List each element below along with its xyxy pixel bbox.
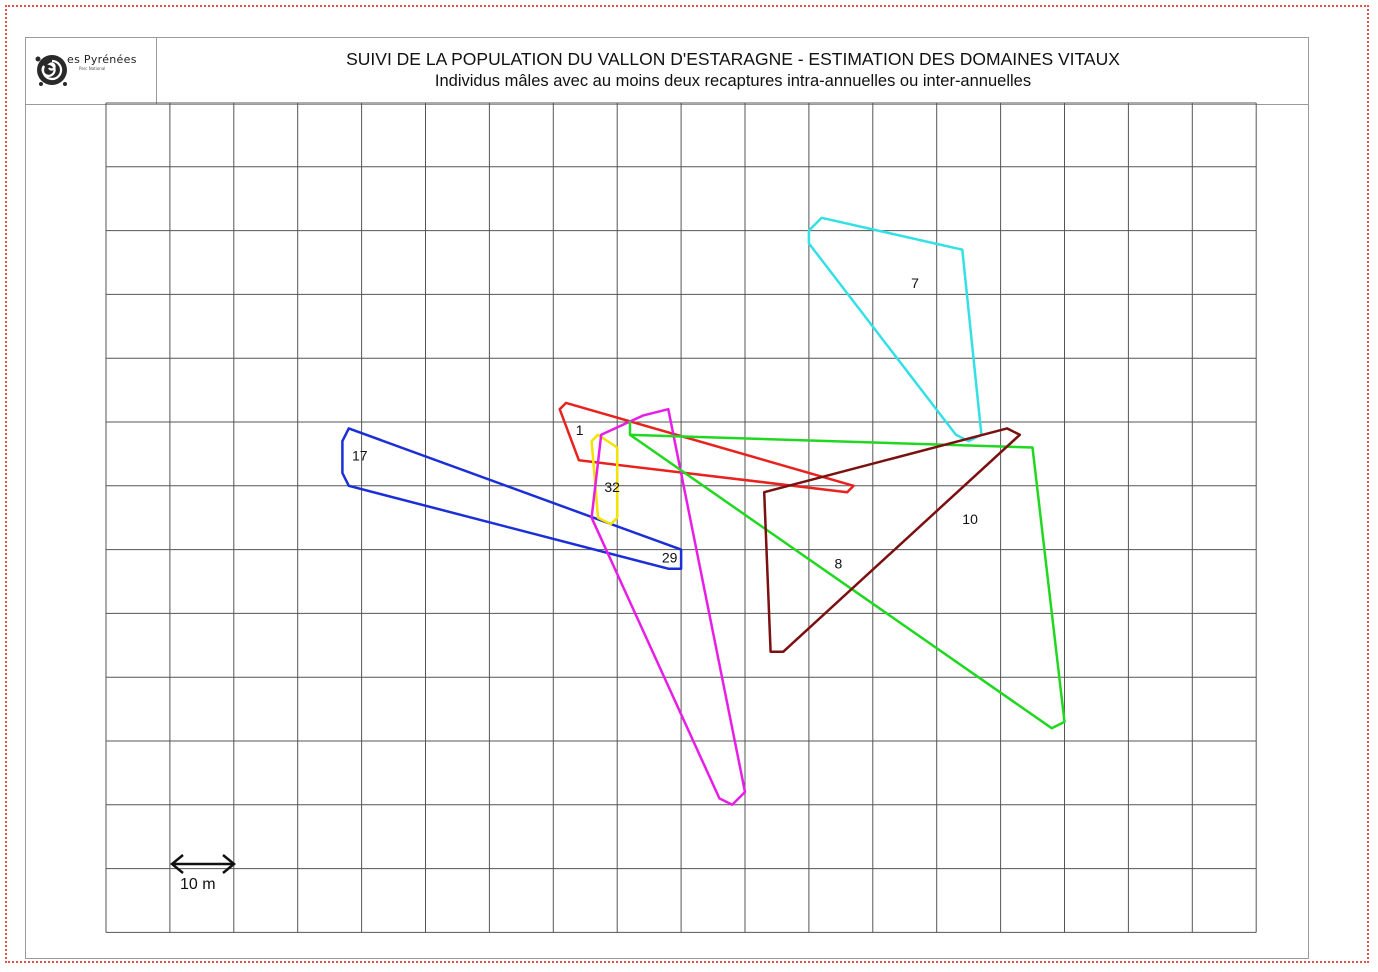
home-range-labels: 7 1 17 32 29 10 8 xyxy=(352,275,978,572)
logo-subtext: Parc National xyxy=(79,66,106,71)
home-range-label-8: 8 xyxy=(835,556,843,572)
home-range-label-32: 32 xyxy=(604,479,620,495)
home-range-7 xyxy=(807,216,983,443)
home-range-8 xyxy=(762,427,1022,653)
home-range-10 xyxy=(628,420,1066,730)
scale-bar: 10 m xyxy=(170,854,236,893)
map-sheet xyxy=(25,37,1309,959)
map-subtitle: Individus mâles avec au moins deux recap… xyxy=(434,72,1032,90)
home-range-17 xyxy=(341,427,683,570)
map-title: SUIVI DE LA POPULATION DU VALLON D'ESTAR… xyxy=(346,49,1120,69)
page-frame xyxy=(5,5,1369,963)
scale-arrow-left-icon xyxy=(170,854,184,874)
home-range-label-10: 10 xyxy=(962,511,978,527)
scale-arrow-right-icon xyxy=(222,854,236,874)
map-header: es Pyrénées Parc National SUIVI DE LA PO… xyxy=(25,37,1309,105)
home-range-29 xyxy=(590,407,747,807)
logo-text: es Pyrénées xyxy=(67,53,137,66)
home-range-label-1: 1 xyxy=(576,422,584,438)
home-range-label-29: 29 xyxy=(662,549,678,565)
home-range-1 xyxy=(558,401,855,494)
home-ranges xyxy=(341,216,1066,807)
spiral-logo-icon xyxy=(35,55,67,86)
scale-bar-label: 10 m xyxy=(180,876,216,893)
logo: es Pyrénées Parc National xyxy=(25,37,157,105)
home-range-label-7: 7 xyxy=(911,275,919,291)
grid xyxy=(105,102,1257,933)
home-range-32 xyxy=(590,433,619,526)
home-range-label-17: 17 xyxy=(352,447,368,463)
